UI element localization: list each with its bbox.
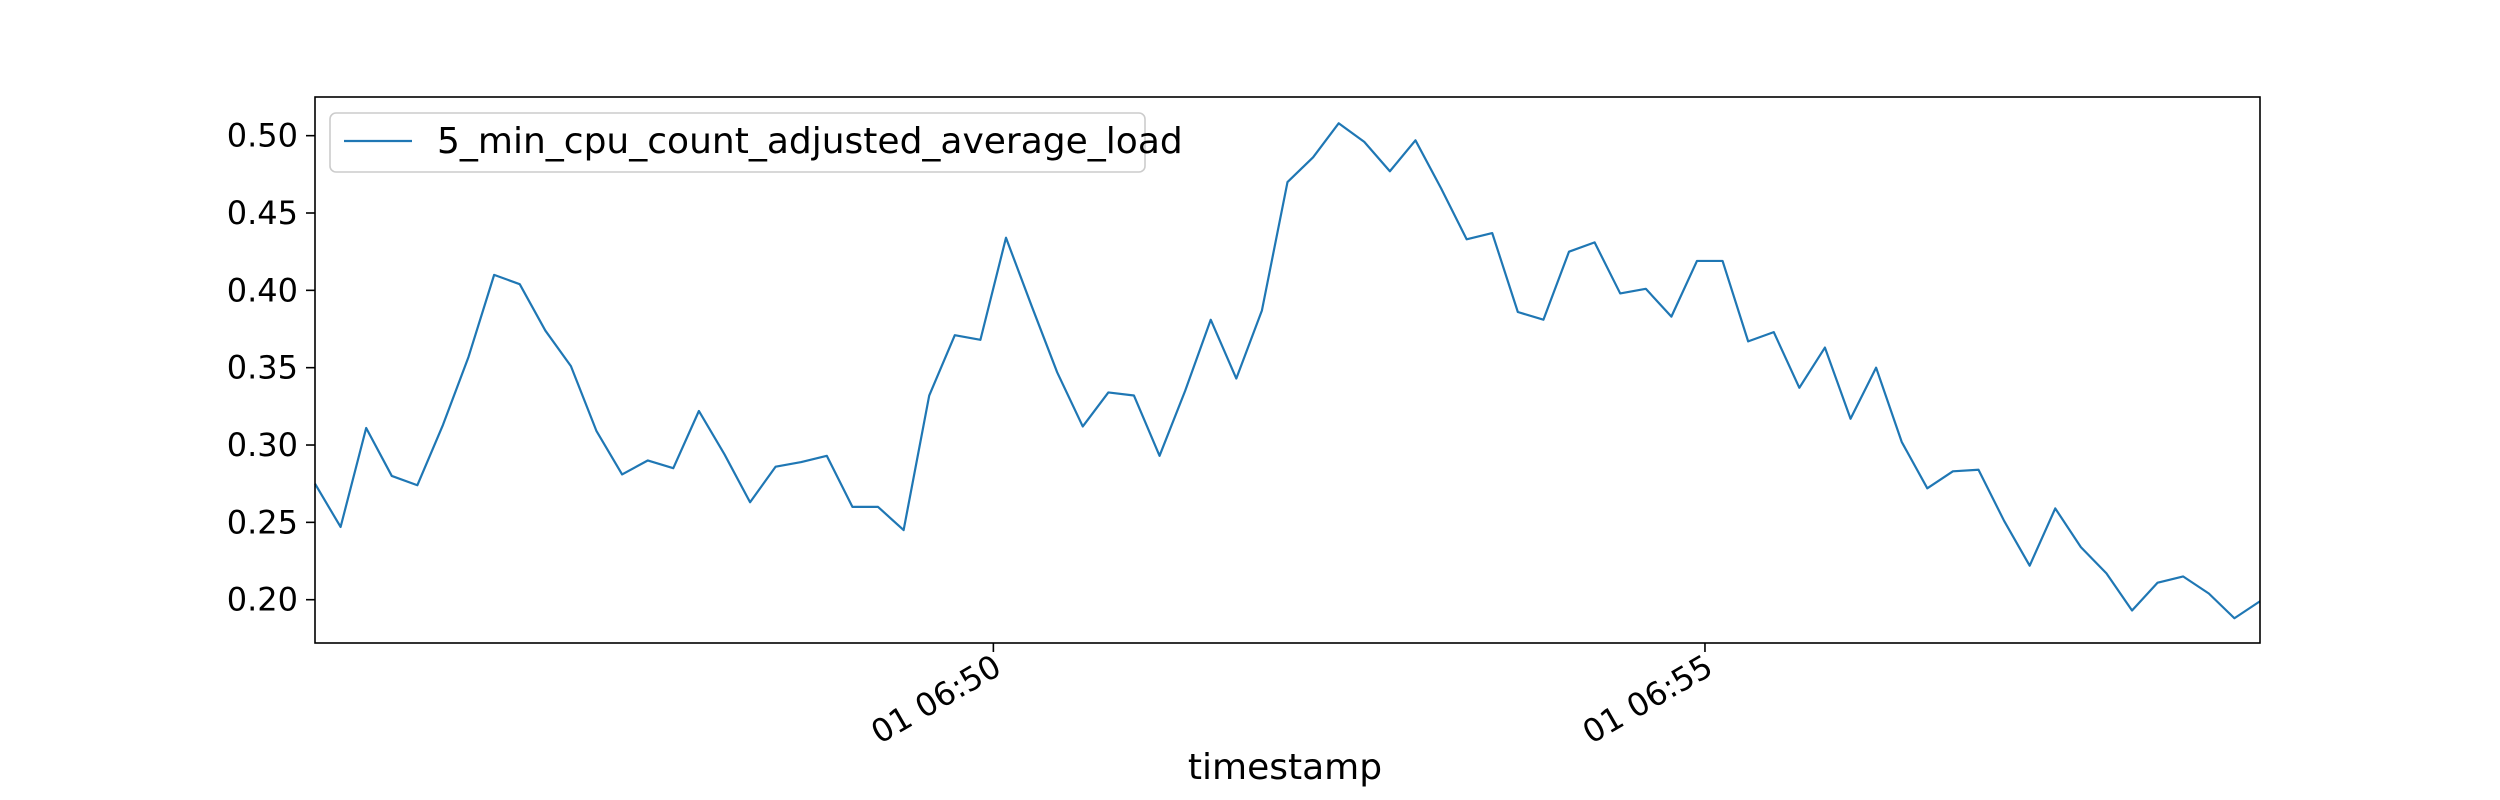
x-tick-label: 01 06:55 [1576, 647, 1719, 751]
legend-label: 5_min_cpu_count_adjusted_average_load [437, 121, 1183, 162]
y-tick-label: 0.25 [227, 503, 298, 541]
x-tick-label: 01 06:50 [864, 647, 1007, 751]
x-axis-title: timestamp [1188, 747, 1382, 788]
plot-background [315, 97, 2260, 643]
data-layer [314, 122, 2261, 620]
y-tick-label: 0.35 [227, 349, 298, 387]
y-tick-label: 0.45 [227, 194, 298, 232]
y-tick-label: 0.20 [227, 581, 298, 619]
y-tick-label: 0.30 [227, 426, 298, 464]
y-tick-label: 0.40 [227, 271, 298, 309]
plot-frame [314, 96, 2261, 644]
series-line-0 [314, 122, 2261, 620]
y-tick-label: 0.50 [227, 117, 298, 155]
legend-box [329, 112, 1146, 173]
legend: 5_min_cpu_count_adjusted_average_load [329, 112, 1183, 173]
